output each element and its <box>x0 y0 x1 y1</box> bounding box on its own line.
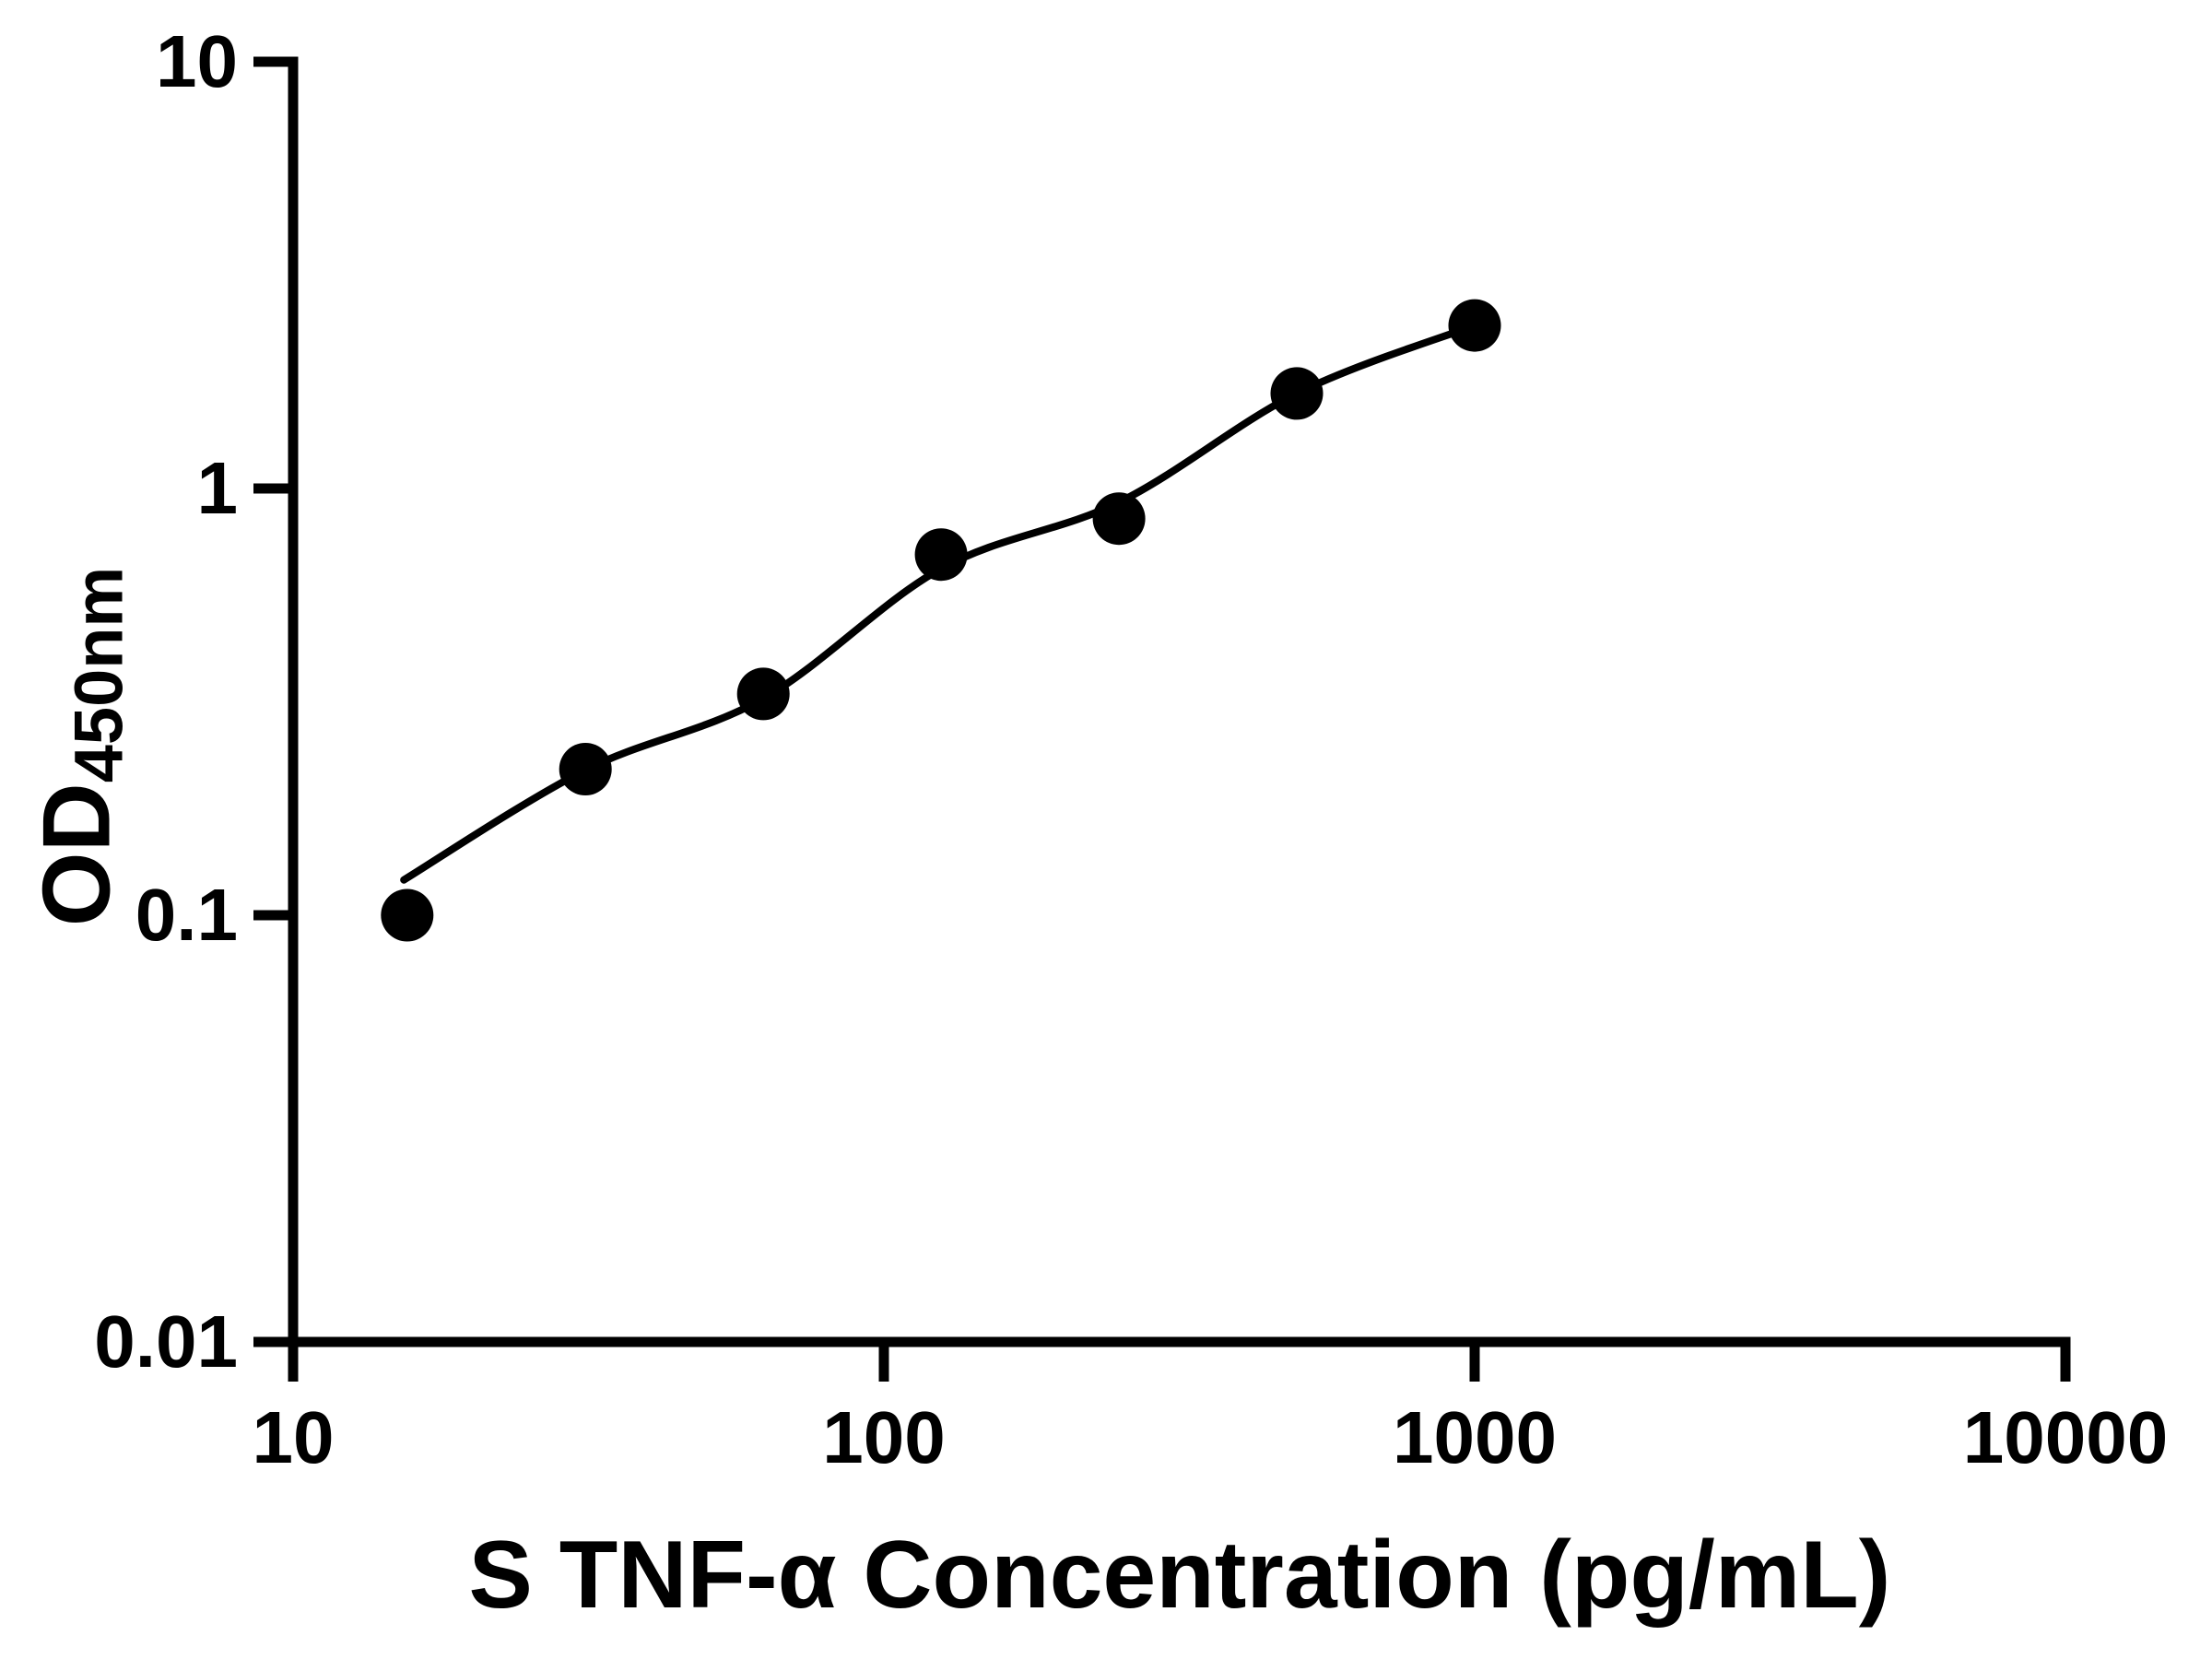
y-axis-title-main: OD <box>23 782 131 927</box>
x-tick-label: 10000 <box>1962 1396 2169 1478</box>
standard-data-point <box>736 667 790 721</box>
y-axis-title: OD450nm <box>24 566 137 926</box>
standard-data-point <box>1270 367 1324 420</box>
axis-ticks <box>253 56 2071 1382</box>
y-tick-label: 1 <box>196 447 239 529</box>
y-tick-label: 0.1 <box>135 874 238 956</box>
y-tick-label: 10 <box>156 20 238 102</box>
standard-data-point <box>1448 299 1501 352</box>
axes <box>253 56 2071 1347</box>
y-tick-label: 0.01 <box>94 1300 238 1382</box>
y-axis-title-subscript: 450nm <box>60 566 137 783</box>
x-tick-label: 10 <box>252 1396 335 1478</box>
standard-data-point <box>914 528 968 582</box>
standard-data-point <box>559 743 612 795</box>
standard-data-point <box>381 888 434 942</box>
x-axis-title: S TNF-α Concentration (pg/mL) <box>468 1522 1891 1629</box>
x-tick-label: 100 <box>822 1396 946 1478</box>
standard-data-point <box>1092 492 1146 546</box>
data-points <box>381 299 1501 942</box>
x-tick-label: 1000 <box>1393 1396 1557 1478</box>
